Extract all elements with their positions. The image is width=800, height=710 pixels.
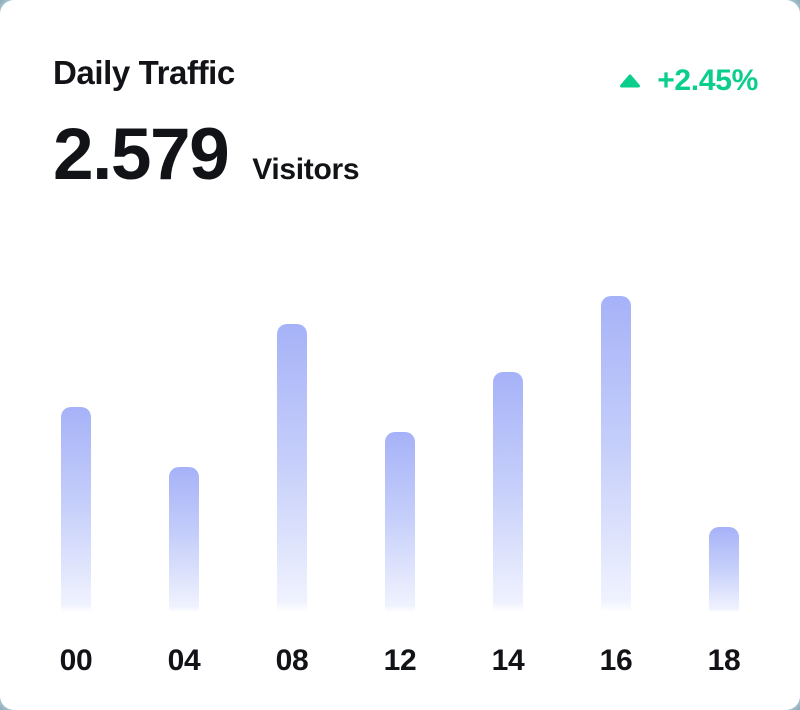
bar-area	[601, 296, 631, 612]
delta-percentage: +2.45%	[657, 64, 758, 97]
bar-area	[61, 296, 91, 612]
bar-04[interactable]	[169, 467, 199, 612]
visitors-label: Visitors	[252, 153, 360, 186]
bar-column: 12	[346, 296, 454, 676]
x-axis-label: 16	[599, 644, 633, 677]
bar-area	[385, 296, 415, 612]
bar-chart: 00 04 08 12 14 16 18	[22, 296, 778, 676]
x-axis-label: 04	[167, 644, 201, 677]
x-axis-label: 18	[707, 644, 741, 677]
x-axis-label: 08	[275, 644, 309, 677]
bar-18[interactable]	[709, 527, 739, 612]
bar-area	[709, 296, 739, 612]
card-title: Daily Traffic	[53, 54, 235, 91]
bar-14[interactable]	[493, 372, 523, 612]
bar-column: 08	[238, 296, 346, 676]
bar-column: 14	[454, 296, 562, 676]
x-axis-label: 12	[383, 644, 417, 677]
bar-16[interactable]	[601, 296, 631, 612]
x-axis-label: 14	[491, 644, 525, 677]
bar-column: 16	[562, 296, 670, 676]
bar-12[interactable]	[385, 432, 415, 612]
bar-08[interactable]	[277, 324, 307, 612]
bar-column: 00	[22, 296, 130, 676]
bar-area	[169, 296, 199, 612]
bar-column: 04	[130, 296, 238, 676]
visitors-count: 2.579	[53, 114, 230, 195]
card-header: Daily Traffic +2.45% 2.579 Visitors	[0, 0, 800, 191]
x-axis-label: 00	[59, 644, 93, 677]
bar-chart-columns: 00 04 08 12 14 16 18	[22, 296, 778, 676]
bar-area	[493, 296, 523, 612]
bar-00[interactable]	[61, 407, 91, 612]
bar-column: 18	[670, 296, 778, 676]
triangle-up-icon	[619, 74, 641, 88]
bar-area	[277, 296, 307, 612]
delta-indicator: +2.45%	[619, 66, 758, 96]
